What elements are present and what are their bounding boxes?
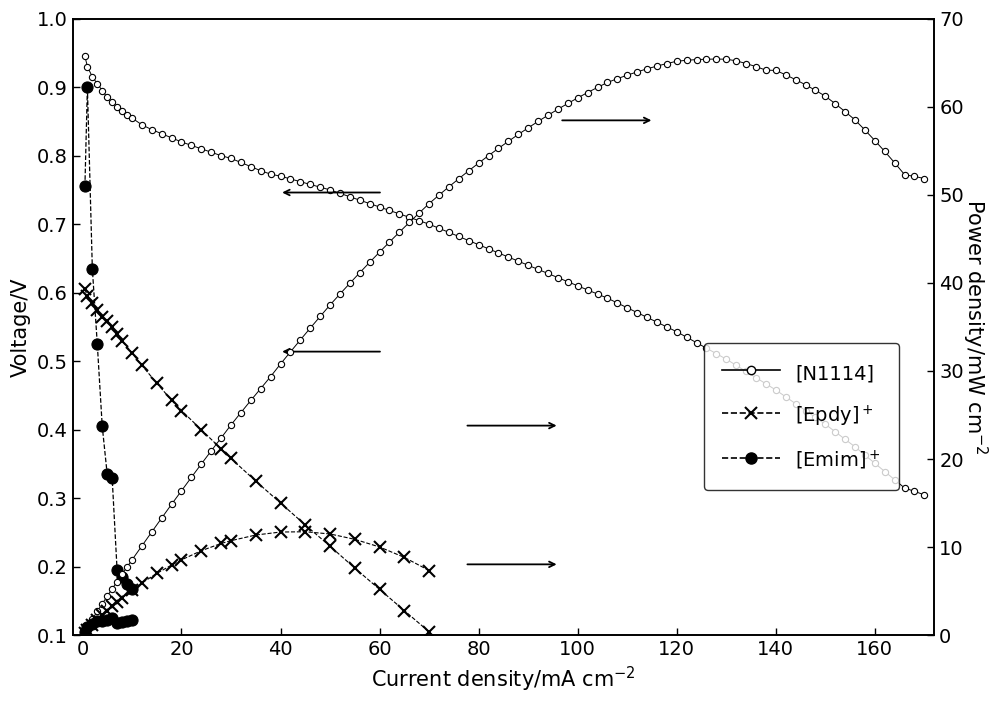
Y-axis label: Voltage/V: Voltage/V bbox=[11, 277, 31, 376]
Y-axis label: Power density/mW cm$^{-2}$: Power density/mW cm$^{-2}$ bbox=[960, 199, 989, 455]
Legend: [N1114], [Epdy]$^+$, [Emim]$^+$: [N1114], [Epdy]$^+$, [Emim]$^+$ bbox=[704, 343, 899, 490]
X-axis label: Current density/mA cm$^{-2}$: Current density/mA cm$^{-2}$ bbox=[371, 665, 636, 694]
